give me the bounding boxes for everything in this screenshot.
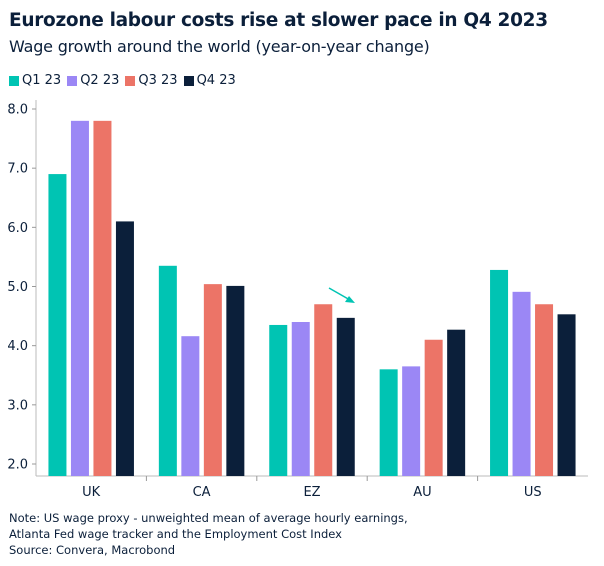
bar-us-q1	[490, 269, 509, 476]
legend-swatch	[9, 75, 19, 86]
y-tick-label: 6.0	[7, 221, 28, 236]
bar-au-q1	[379, 369, 398, 476]
chart-subtitle: Wage growth around the world (year-on-ye…	[9, 37, 430, 56]
bar-ez-q1	[269, 324, 288, 476]
x-tick-label: EZ	[303, 485, 320, 500]
legend-label: Q1 23	[22, 73, 62, 88]
bar-uk-q2	[70, 120, 89, 476]
y-tick-label: 7.0	[7, 162, 28, 177]
legend: Q1 23 Q2 23 Q3 23 Q4 23	[9, 73, 236, 88]
y-tick-label: 2.0	[7, 458, 28, 473]
bar-us-q4	[557, 314, 576, 476]
legend-item: Q3 23	[125, 73, 178, 88]
y-tick-label: 8.0	[7, 103, 28, 118]
legend-swatch	[67, 75, 78, 86]
bar-us-q2	[512, 291, 531, 476]
bar-uk-q4	[115, 221, 134, 476]
x-tick-label: UK	[82, 485, 101, 500]
legend-swatch	[183, 75, 194, 86]
bar-au-q4	[447, 329, 466, 476]
bar-uk-q3	[93, 120, 112, 476]
bar-ez-q4	[336, 317, 355, 476]
y-tick-label: 4.0	[7, 339, 28, 354]
x-tick-label: US	[524, 485, 542, 500]
note-line: Atlanta Fed wage tracker and the Employm…	[9, 527, 342, 541]
legend-label: Q3 23	[138, 73, 178, 88]
annotation-arrow-line	[328, 287, 351, 301]
source-line: Source: Convera, Macrobond	[9, 543, 176, 557]
note-line: Note: US wage proxy - unweighted mean of…	[9, 511, 408, 525]
bar-ez-q3	[314, 304, 333, 476]
bar-ca-q4	[226, 285, 245, 476]
footnote: Note: US wage proxy - unweighted mean of…	[9, 510, 408, 558]
bar-au-q3	[424, 339, 443, 476]
legend-item: Q2 23	[67, 73, 119, 88]
legend-item: Q4 23	[183, 73, 236, 88]
bar-au-q2	[402, 366, 421, 476]
y-tick-label: 3.0	[7, 398, 28, 413]
chart-title: Eurozone labour costs rise at slower pac…	[9, 10, 548, 31]
x-tick-label: CA	[193, 485, 211, 500]
y-tick-label: 5.0	[7, 280, 28, 295]
bar-ca-q1	[158, 265, 177, 476]
bar-ca-q3	[203, 284, 222, 476]
bar-uk-q1	[48, 174, 67, 477]
legend-item: Q1 23	[9, 73, 61, 88]
legend-label: Q2 23	[80, 73, 120, 88]
bar-ca-q2	[181, 336, 200, 476]
bar-ez-q2	[291, 322, 310, 476]
annotation-arrow-head	[345, 296, 355, 303]
legend-label: Q4 23	[196, 73, 236, 88]
bar-us-q3	[535, 304, 554, 476]
x-tick-label: AU	[413, 485, 431, 500]
legend-swatch	[125, 75, 136, 86]
